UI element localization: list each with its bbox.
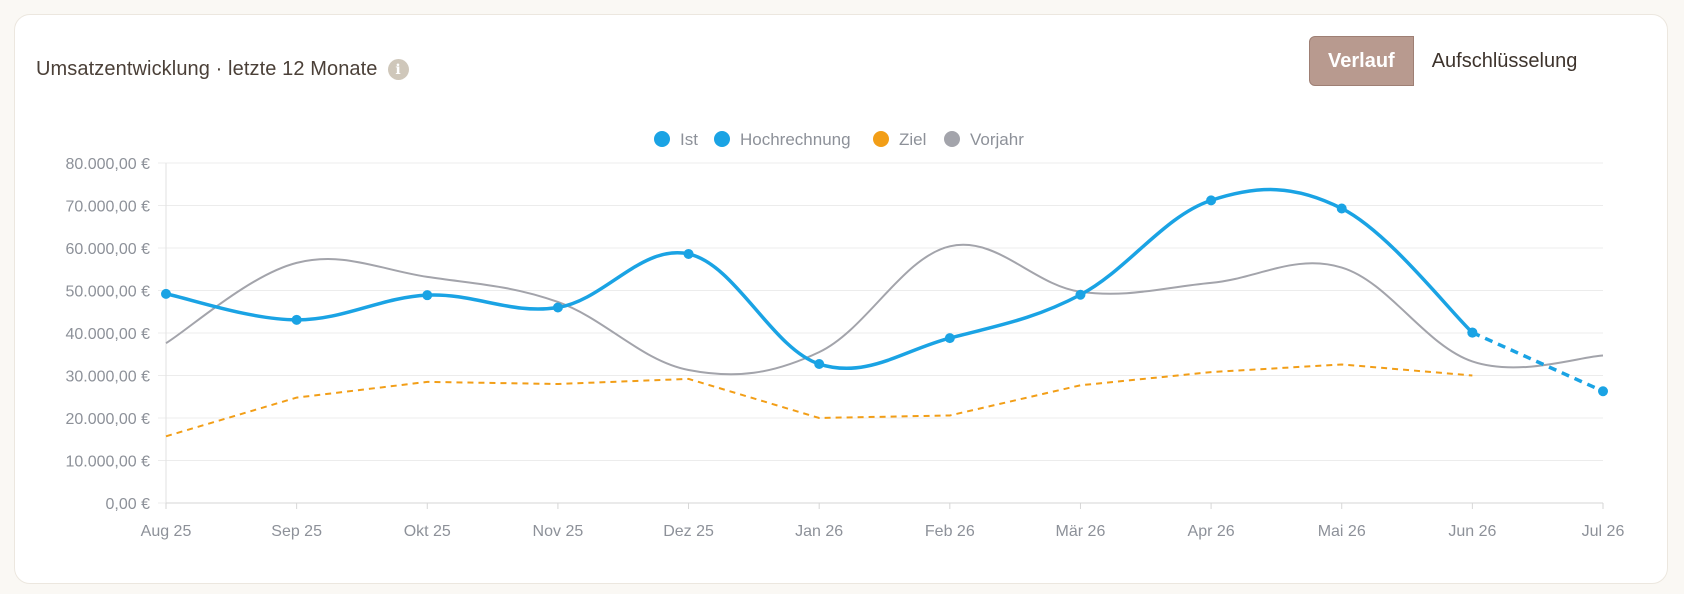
x-tick-label: Apr 26 <box>1188 523 1235 540</box>
series-line-vorjahr <box>165 243 1604 376</box>
x-tick-label: Jan 26 <box>795 523 843 540</box>
y-tick-label: 50.000,00 € <box>65 284 150 301</box>
view-toggle: Verlauf Aufschlüsselung <box>1309 36 1595 86</box>
legend-label-ziel: Ziel <box>899 130 926 149</box>
legend-label-ist: Ist <box>680 130 698 149</box>
x-tick-label: Feb 26 <box>925 523 975 540</box>
y-tick-label: 70.000,00 € <box>65 199 150 216</box>
y-tick-label: 30.000,00 € <box>65 369 150 386</box>
data-point-ist[interactable] <box>1206 195 1217 206</box>
data-point-ist[interactable] <box>422 290 433 301</box>
data-point-ist[interactable] <box>552 302 563 313</box>
y-tick-label: 60.000,00 € <box>65 241 150 258</box>
data-point-ist[interactable] <box>683 248 694 259</box>
x-tick-label: Nov 25 <box>533 523 584 540</box>
y-tick-label: 0,00 € <box>106 496 151 513</box>
data-point-ist[interactable] <box>814 359 825 370</box>
data-point-ist[interactable] <box>944 333 955 344</box>
x-tick-label: Mai 26 <box>1318 523 1366 540</box>
tab-verlauf[interactable]: Verlauf <box>1309 36 1414 86</box>
legend-marker-ist <box>654 131 670 147</box>
legend-item-ziel[interactable]: Ziel <box>873 130 926 149</box>
series-line-hochrechnung <box>1471 330 1604 393</box>
y-tick-label: 10.000,00 € <box>65 454 150 471</box>
legend-item-ist[interactable]: Ist <box>654 130 698 149</box>
data-point-ist[interactable] <box>1336 203 1347 214</box>
chart-header: Umsatzentwicklung · letzte 12 Monate i <box>36 58 409 81</box>
legend-item-vorjahr[interactable]: Vorjahr <box>944 130 1024 149</box>
legend-item-hochrechnung[interactable]: Hochrechnung <box>714 130 851 149</box>
legend-label-vorjahr: Vorjahr <box>970 130 1024 149</box>
x-tick-label: Sep 25 <box>271 523 322 540</box>
data-point-ist[interactable] <box>291 314 302 325</box>
chart-legend: Ist Hochrechnung Ziel Vorjahr <box>654 130 1024 149</box>
chart-title: Umsatzentwicklung · letzte 12 Monate <box>36 58 378 80</box>
legend-marker-ziel <box>873 131 889 147</box>
legend-label-hochrechnung: Hochrechnung <box>740 130 851 149</box>
x-tick-label: Okt 25 <box>404 523 451 540</box>
x-tick-label: Aug 25 <box>141 523 192 540</box>
series-line-ziel <box>165 363 1473 438</box>
info-icon[interactable]: i <box>387 59 409 80</box>
data-point-ist[interactable] <box>161 288 171 299</box>
x-tick-label: Mär 26 <box>1056 523 1106 540</box>
x-tick-label: Jul 26 <box>1582 523 1625 540</box>
x-tick-label: Dez 25 <box>663 523 714 540</box>
x-tick-label: Jun 26 <box>1448 523 1496 540</box>
y-tick-label: 40.000,00 € <box>65 326 150 343</box>
series-line-ist <box>165 187 1474 371</box>
legend-marker-hochrechnung <box>714 131 730 147</box>
series-layer <box>161 187 1608 438</box>
y-tick-label: 80.000,00 € <box>65 156 150 173</box>
data-point-hochrechnung[interactable] <box>1598 386 1608 397</box>
legend-marker-vorjahr <box>944 131 960 147</box>
y-axis-labels: 0,00 € 10.000,00 € 20.000,00 € 30.000,00 € 4… <box>65 156 150 513</box>
y-tick-label: 20.000,00 € <box>65 411 150 428</box>
x-axis-labels: Aug 25 Sep 25 Okt 25 Nov 25 Dez 25 Jan 26 Feb … <box>141 503 1625 540</box>
grid-layer <box>158 162 1603 504</box>
tab-aufschluesselung[interactable]: Aufschlüsselung <box>1431 49 1578 72</box>
data-point-ist[interactable] <box>1075 289 1086 300</box>
data-point-ist[interactable] <box>1467 327 1478 338</box>
